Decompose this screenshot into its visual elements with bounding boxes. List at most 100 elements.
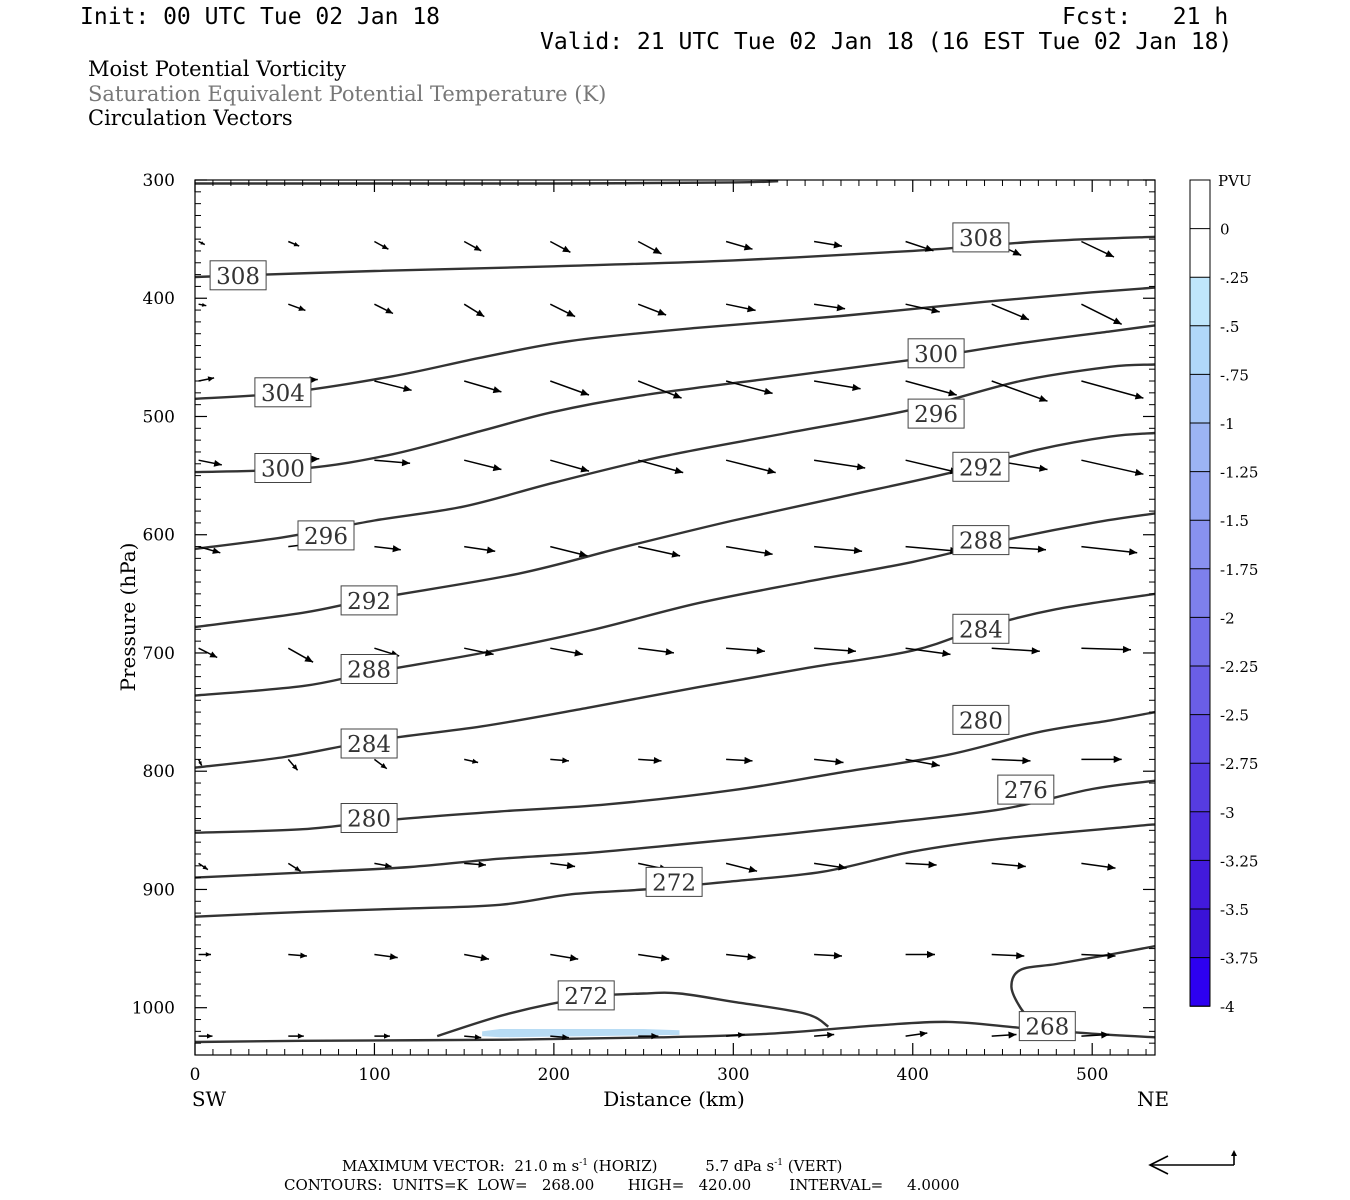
circulation-vector [464, 647, 494, 657]
circulation-vector [813, 380, 861, 391]
contour-label-text: 308 [216, 264, 260, 290]
colorbar-swatch [1190, 520, 1210, 569]
colorbar-tick-label: -4 [1220, 998, 1235, 1016]
vector-head [1020, 313, 1029, 320]
vector-head [566, 309, 576, 317]
circulation-vector [725, 545, 773, 557]
vector-head [562, 1034, 569, 1040]
circulation-vector [550, 862, 576, 870]
contour-line-280 [195, 710, 1155, 834]
circulation-vector [726, 756, 753, 765]
circulation-vector [1081, 380, 1144, 400]
vector-head [1134, 468, 1144, 476]
valid-time-label: Valid: 21 UTC Tue 02 Jan 18 (16 EST Tue … [540, 29, 1233, 55]
forecast-hour-label: Fcst: 21 h [1062, 4, 1229, 30]
circulation-vector [288, 952, 307, 959]
vector-head [492, 386, 502, 394]
circulation-vector [637, 240, 662, 255]
vector-head [948, 389, 957, 397]
circulation-vector [813, 240, 843, 249]
vector-head [1128, 548, 1138, 556]
vector-head [384, 1033, 390, 1039]
circulation-vector [288, 1033, 304, 1039]
contour-label: 284 [952, 613, 1010, 644]
colorbar-tick-label: -2.5 [1220, 707, 1249, 725]
vector-head [652, 246, 662, 254]
vector-head [657, 308, 667, 316]
vector-head [1107, 952, 1116, 960]
contour-label-text: 272 [652, 870, 696, 896]
colorbar-swatch [1190, 714, 1210, 764]
contour-label: 280 [340, 803, 398, 833]
vector-head [1022, 757, 1031, 765]
contour-label-box [645, 866, 703, 897]
y-tick-label: 900 [143, 880, 175, 900]
contour-label-text: 284 [959, 617, 1003, 643]
x-tick-label: 300 [717, 1065, 749, 1085]
circulation-vector [374, 862, 392, 869]
circulation-vector [550, 380, 590, 396]
colorbar: 0 -.25 -.5 -.75 -1 -1.25 -1.5 -1.75 -2 -2.25 -2.5 -… [1189, 172, 1258, 1016]
vector-head [562, 245, 571, 253]
contour-label-text: 268 [1025, 1015, 1069, 1041]
vector-head [836, 304, 846, 312]
contour-label: 280 [952, 704, 1010, 735]
colorbar-tick-label: -.75 [1220, 366, 1249, 384]
contour-label-text: 280 [959, 708, 1003, 734]
vector-head [764, 387, 773, 395]
contour-label-box [340, 585, 398, 616]
contour-label-box [1018, 1011, 1076, 1042]
contour-label-text: 292 [347, 589, 391, 615]
vector-head [486, 546, 496, 554]
vector-head [665, 648, 674, 656]
vector-head [928, 861, 937, 869]
contour-label-text: 284 [347, 732, 391, 758]
colorbar-tick-label: -3 [1220, 804, 1235, 822]
circulation-vector [550, 757, 569, 764]
circulation-vector [198, 240, 206, 246]
contour-label-text: 280 [347, 807, 391, 833]
vector-head [202, 865, 208, 870]
circulation-vector [1081, 303, 1123, 325]
vector-head [847, 647, 856, 655]
colorbar-tick-label: -1.5 [1220, 512, 1249, 530]
contour-label-text: 276 [1004, 778, 1048, 804]
contour-line-284 [195, 592, 1155, 769]
circulation-vector-layer [197, 240, 1144, 1040]
contour-label-box [952, 704, 1010, 735]
field-title-mpv: Moist Potential Vorticity [88, 57, 346, 81]
circulation-vector [198, 647, 218, 659]
contour-label-text: 288 [347, 658, 391, 684]
contour-label: 296 [297, 520, 355, 551]
vector-head [304, 655, 314, 663]
vector-head [569, 954, 579, 962]
contour-line-300 [195, 324, 1155, 474]
circulation-vector [550, 545, 588, 558]
contour-label-box [254, 453, 312, 483]
vector-head [1107, 863, 1116, 871]
circulation-vector [1081, 1031, 1110, 1039]
circulation-vector [464, 459, 502, 472]
vector-head [931, 306, 940, 314]
colorbar-tick-label: -1.25 [1220, 464, 1258, 482]
y-tick-label: 300 [143, 171, 175, 191]
colorbar-swatch [1190, 909, 1210, 958]
vector-head [833, 952, 842, 960]
circulation-vector [464, 758, 479, 764]
circulation-vector [991, 862, 1026, 870]
contour-label-text: 296 [304, 524, 348, 550]
colorbar-swatch [1190, 423, 1210, 472]
circulation-vector [637, 380, 682, 399]
circulation-vector [638, 757, 662, 764]
circulation-vector [374, 1033, 390, 1039]
circulation-vector [905, 861, 937, 869]
vector-shaft [725, 459, 776, 474]
vector-shaft [905, 380, 957, 396]
vector-shaft [813, 459, 866, 469]
contour-label: 308 [952, 222, 1010, 253]
circulation-vector [464, 953, 490, 962]
vector-head [213, 460, 222, 467]
circulation-vector [288, 303, 306, 312]
circulation-vector [464, 1034, 482, 1040]
init-time-label: Init: 00 UTC Tue 02 Jan 18 [80, 4, 441, 30]
